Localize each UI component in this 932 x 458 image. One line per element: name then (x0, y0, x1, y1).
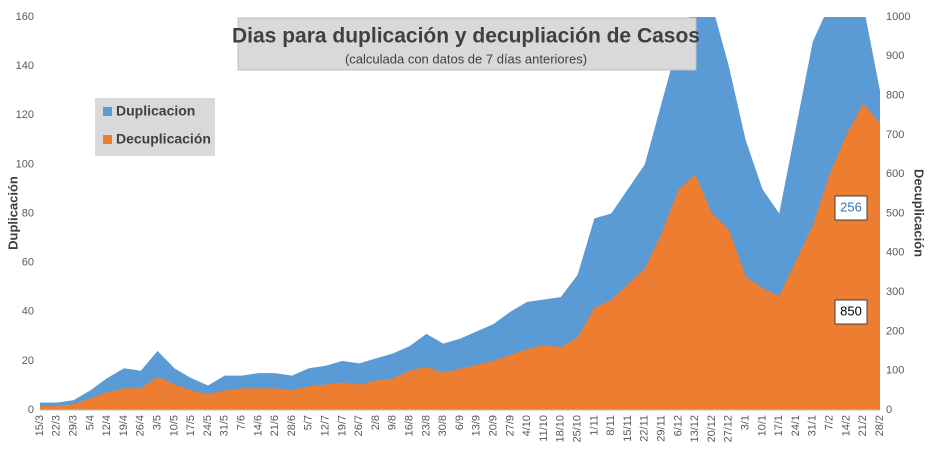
x-tick-label: 29/3 (68, 415, 80, 436)
x-tick-label: 1/11 (588, 415, 600, 436)
annotation-box (834, 299, 868, 325)
x-tick-label: 6/9 (454, 415, 466, 430)
x-tick-label: 7/2 (824, 415, 836, 430)
x-tick-label: 5/4 (84, 415, 96, 430)
x-tick-label: 3/5 (152, 415, 164, 430)
y-tick-label: 80 (22, 207, 34, 219)
y-tick-label: 60 (22, 257, 34, 269)
x-tick-label: 28/6 (286, 415, 298, 436)
x-tick-label: 2/8 (370, 415, 382, 430)
y2-tick-label: 100 (886, 365, 904, 377)
legend-swatch (103, 107, 112, 116)
y2-tick-label: 0 (886, 404, 892, 416)
x-tick-label: 21/6 (269, 415, 281, 436)
x-tick-label: 4/10 (521, 415, 533, 436)
title-box (237, 17, 697, 71)
y-tick-label: 0 (28, 404, 34, 416)
x-tick-label: 14/6 (252, 415, 264, 436)
x-tick-label: 16/8 (404, 415, 416, 436)
x-tick-label: 3/1 (740, 415, 752, 430)
y2-tick-label: 400 (886, 247, 904, 259)
x-tick-label: 17/1 (773, 415, 785, 436)
x-tick-label: 15/3 (34, 415, 46, 436)
y-tick-label: 40 (22, 306, 34, 318)
legend-label: Duplicacion (116, 103, 195, 119)
legend-box (95, 98, 215, 156)
x-tick-label: 25/10 (572, 415, 584, 443)
legend-swatch (103, 135, 112, 144)
legend-label: Decuplicación (116, 131, 211, 147)
x-tick-label: 13/9 (471, 415, 483, 436)
x-tick-label: 13/12 (689, 415, 701, 443)
y2-tick-label: 300 (886, 286, 904, 298)
x-tick-label: 10/1 (756, 415, 768, 436)
y-axis-label: Duplicación (5, 176, 20, 250)
y2-tick-label: 1000 (886, 11, 910, 23)
y2-tick-label: 200 (886, 325, 904, 337)
x-tick-label: 14/2 (840, 415, 852, 436)
x-tick-label: 11/10 (538, 415, 550, 442)
x-tick-label: 26/7 (353, 415, 365, 436)
area (40, 103, 880, 410)
x-tick-label: 12/7 (320, 415, 332, 436)
x-tick-label: 28/2 (874, 415, 886, 436)
x-tick-label: 22/11 (639, 415, 651, 442)
x-tick-label: 22/3 (51, 415, 63, 436)
x-tick-label: 23/8 (420, 415, 432, 436)
y2-tick-label: 500 (886, 207, 904, 219)
x-tick-label: 10/5 (168, 415, 180, 436)
chart-title: Dias para duplicación y decupliación de … (232, 25, 700, 48)
x-tick-label: 21/2 (857, 415, 869, 436)
x-tick-label: 27/9 (504, 415, 516, 436)
y2-tick-label: 600 (886, 168, 904, 180)
x-tick-label: 12/4 (101, 415, 113, 436)
x-tick-label: 5/7 (303, 415, 315, 430)
annotation-box (834, 195, 868, 221)
x-tick-label: 20/12 (706, 415, 718, 443)
chart-subtitle: (calculada con datos de 7 días anteriore… (345, 51, 587, 66)
y2-axis-label: Decuplicación (912, 169, 927, 257)
x-tick-label: 31/1 (807, 415, 819, 436)
y-tick-label: 120 (16, 109, 34, 121)
x-tick-label: 18/10 (555, 415, 567, 443)
x-tick-label: 24/5 (202, 415, 214, 436)
x-tick-label: 31/5 (219, 415, 231, 436)
x-tick-label: 29/11 (656, 415, 668, 442)
x-tick-label: 30/8 (437, 415, 449, 436)
x-tick-label: 17/5 (185, 415, 197, 436)
y2-tick-label: 700 (886, 129, 904, 141)
x-tick-label: 19/7 (336, 415, 348, 436)
y-tick-label: 100 (16, 158, 34, 170)
annotation: 256 (840, 199, 862, 214)
y-tick-label: 140 (16, 60, 34, 72)
y2-tick-label: 800 (886, 90, 904, 102)
annotation: 850 (840, 303, 862, 318)
x-tick-label: 15/11 (622, 415, 634, 442)
x-tick-label: 7/6 (236, 415, 248, 430)
x-tick-label: 27/12 (723, 415, 735, 443)
x-tick-label: 6/12 (672, 415, 684, 436)
x-tick-label: 24/1 (790, 415, 802, 436)
x-tick-label: 9/8 (387, 415, 399, 430)
x-tick-label: 20/9 (488, 415, 500, 436)
y-tick-label: 160 (16, 11, 34, 23)
x-tick-label: 26/4 (135, 415, 147, 436)
y-tick-label: 20 (22, 355, 34, 367)
plot-area (40, 17, 880, 410)
x-tick-label: 8/11 (605, 415, 617, 436)
y2-tick-label: 900 (886, 50, 904, 62)
x-tick-label: 19/4 (118, 415, 130, 436)
